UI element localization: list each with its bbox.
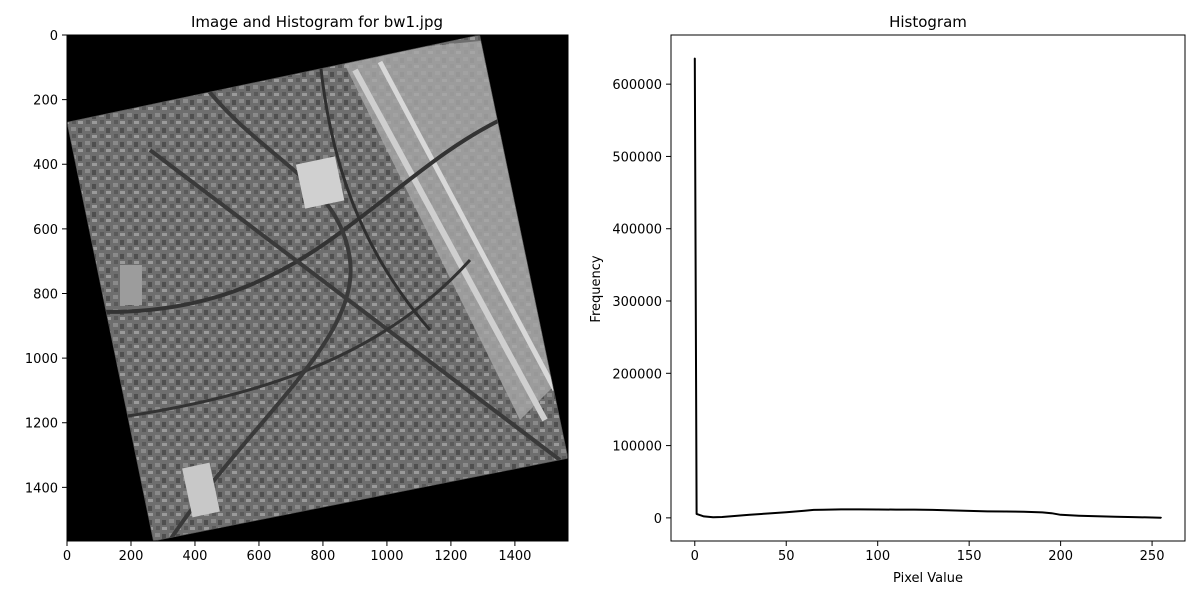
image-y-tick-label: 200	[33, 94, 58, 109]
histogram-point	[877, 508, 879, 511]
image-y-tick-label: 1400	[25, 481, 58, 496]
histogram-point	[1005, 510, 1007, 513]
image-x-tick-label: 200	[119, 549, 144, 564]
bright-patch-1	[295, 156, 345, 209]
histogram-point	[1133, 516, 1135, 518]
image-y-tick-label: 0	[50, 29, 58, 44]
image-y-ticks: 0 200 400 600 800 1000 1200 1400	[25, 29, 67, 496]
histogram-point	[840, 508, 842, 511]
histogram-x-tick-label: 50	[778, 549, 795, 564]
histogram-line	[693, 58, 1162, 519]
histogram-y-tick-label: 600000	[612, 78, 662, 93]
histogram-x-tick-label: 100	[865, 549, 890, 564]
bright-patch-3	[120, 265, 142, 305]
histogram-axes-frame	[670, 34, 1186, 542]
histogram-x-tick-label: 150	[957, 549, 982, 564]
histogram-point	[785, 511, 787, 513]
histogram-point	[749, 514, 751, 516]
image-x-tick-label: 1400	[498, 549, 531, 564]
histogram-y-tick-label: 300000	[612, 295, 662, 310]
histogram-point	[931, 509, 934, 511]
histogram-point	[697, 514, 700, 516]
main-road-1	[67, 118, 501, 314]
image-x-ticks: 0 200 400 600 800 1000 1200 1400	[63, 541, 531, 564]
histogram-point	[968, 510, 970, 512]
image-axes-frame	[66, 34, 569, 542]
histogram-point	[1023, 511, 1025, 513]
image-y-tick-label: 1000	[25, 352, 58, 367]
histogram-point	[822, 509, 824, 511]
histogram-point	[1096, 515, 1098, 517]
image-y-tick-label: 600	[33, 223, 58, 238]
image-panel: Image and Histogram for bw1.jpg 0 200 400 6…	[25, 13, 569, 564]
histogram-point	[1114, 516, 1117, 518]
main-road-5	[318, 59, 432, 331]
histogram-x-tick-label: 0	[691, 549, 699, 564]
histogram-point	[950, 509, 952, 512]
image-x-tick-label: 1000	[370, 549, 403, 564]
histogram-point	[696, 513, 698, 515]
histogram-x-tick-label: 200	[1048, 549, 1073, 564]
image-x-tick-label: 0	[63, 549, 71, 564]
histogram-point	[803, 510, 806, 512]
histogram-point	[721, 516, 723, 518]
image-y-tick-label: 800	[33, 287, 58, 302]
image-x-tick-label: 600	[247, 549, 272, 564]
image-x-tick-label: 800	[311, 549, 336, 564]
histogram-y-tick-label: 0	[654, 512, 662, 527]
image-x-tick-label: 400	[183, 549, 208, 564]
histogram-point	[1160, 517, 1162, 519]
histogram-point	[1060, 514, 1062, 516]
histogram-x-tick-label: 250	[1140, 549, 1165, 564]
main-road-4	[168, 78, 353, 541]
histogram-point	[1041, 511, 1043, 514]
histogram-point	[813, 509, 815, 511]
histogram-panel: Histogram 0 50 100 150 200 250 0 100000 200000 3…	[589, 13, 1186, 586]
histogram-point	[1050, 512, 1053, 514]
histogram-point	[1078, 515, 1080, 517]
image-panel-title: Image and Histogram for bw1.jpg	[191, 13, 443, 31]
image-y-tick-label: 1200	[25, 417, 58, 432]
histogram-y-tick-label: 100000	[612, 440, 662, 455]
histogram-point	[913, 508, 915, 511]
histogram-points	[694, 57, 1162, 519]
histogram-title: Histogram	[889, 13, 967, 31]
main-road-2	[148, 148, 562, 462]
bright-patch-2	[182, 462, 220, 518]
runway-1	[352, 68, 548, 422]
histogram-xlabel: Pixel Value	[893, 571, 963, 586]
image-y-tick-label: 400	[33, 158, 58, 173]
histogram-y-tick-label: 500000	[612, 150, 662, 165]
histogram-point	[730, 515, 732, 517]
image-x-tick-label: 1200	[434, 549, 467, 564]
runway-2	[377, 60, 558, 392]
histogram-point	[694, 57, 696, 59]
histogram-point	[703, 515, 705, 518]
histogram-point	[858, 508, 861, 511]
histogram-point	[1151, 516, 1153, 519]
histogram-point	[895, 508, 897, 511]
histogram-point	[986, 510, 989, 512]
histogram-point	[712, 516, 714, 518]
histogram-point	[767, 512, 769, 515]
histogram-y-tick-label: 200000	[612, 367, 662, 382]
aerial-photo	[67, 35, 568, 541]
histogram-y-tick-label: 400000	[612, 223, 662, 238]
histogram-x-ticks: 0 50 100 150 200 250	[691, 541, 1165, 564]
histogram-y-ticks: 0 100000 200000 300000 400000 500000 600000	[612, 78, 671, 527]
histogram-ylabel: Frequency	[589, 255, 604, 322]
